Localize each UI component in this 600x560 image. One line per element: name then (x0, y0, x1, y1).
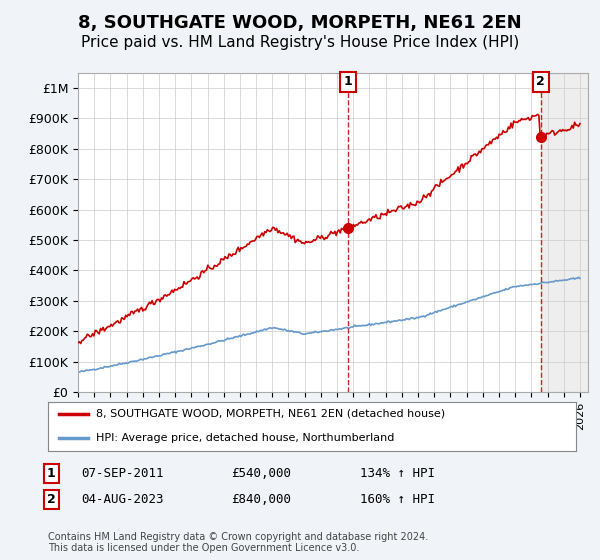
Text: 160% ↑ HPI: 160% ↑ HPI (360, 493, 435, 506)
Text: 04-AUG-2023: 04-AUG-2023 (81, 493, 163, 506)
Text: 8, SOUTHGATE WOOD, MORPETH, NE61 2EN: 8, SOUTHGATE WOOD, MORPETH, NE61 2EN (78, 14, 522, 32)
Text: 134% ↑ HPI: 134% ↑ HPI (360, 466, 435, 480)
Text: £540,000: £540,000 (231, 466, 291, 480)
Text: 8, SOUTHGATE WOOD, MORPETH, NE61 2EN (detached house): 8, SOUTHGATE WOOD, MORPETH, NE61 2EN (de… (95, 409, 445, 419)
Text: £840,000: £840,000 (231, 493, 291, 506)
Text: Contains HM Land Registry data © Crown copyright and database right 2024.
This d: Contains HM Land Registry data © Crown c… (48, 531, 428, 553)
Text: 2: 2 (536, 76, 545, 88)
Text: HPI: Average price, detached house, Northumberland: HPI: Average price, detached house, Nort… (95, 433, 394, 444)
Text: 1: 1 (344, 76, 352, 88)
Bar (541, 73, 588, 392)
Text: 07-SEP-2011: 07-SEP-2011 (81, 466, 163, 480)
Text: 1: 1 (47, 466, 55, 480)
Text: Price paid vs. HM Land Registry's House Price Index (HPI): Price paid vs. HM Land Registry's House … (81, 35, 519, 50)
Text: 2: 2 (47, 493, 55, 506)
